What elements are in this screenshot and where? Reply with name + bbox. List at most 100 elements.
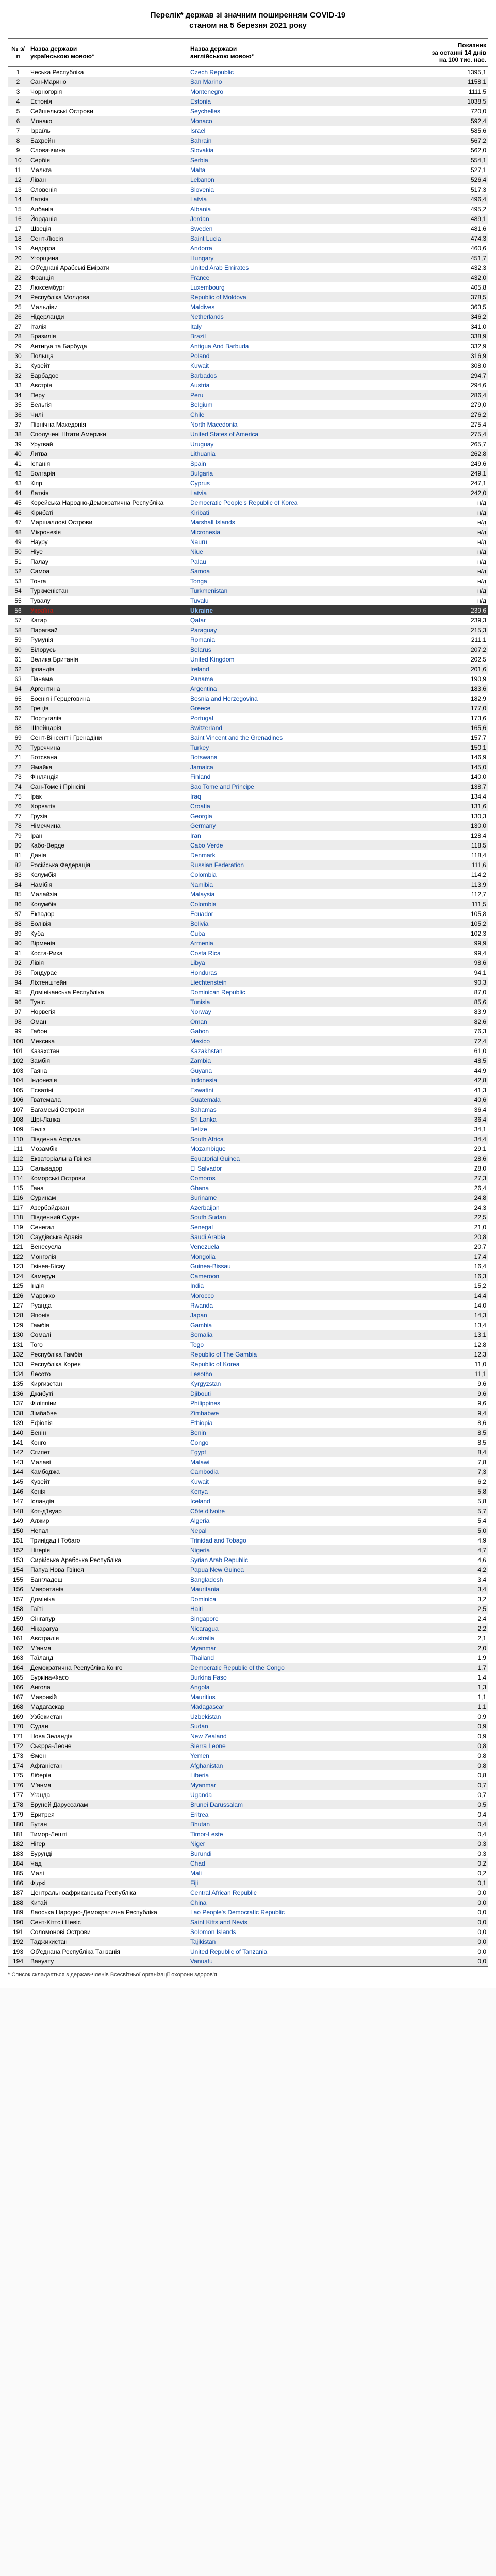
row-ukr: Маврикій (28, 1692, 188, 1702)
row-val: 0,8 (348, 1770, 488, 1780)
row-num: 145 (8, 1477, 28, 1486)
row-ukr: Мозамбік (28, 1144, 188, 1154)
table-row: 170СуданSudan0,9 (8, 1721, 488, 1731)
row-eng: Mauritania (188, 1584, 348, 1594)
table-row: 74Сан-Томе і ПрінсіпіSao Tome and Princi… (8, 782, 488, 791)
row-eng: Antigua And Barbuda (188, 341, 348, 351)
table-row: 15АлбаніяAlbania495,2 (8, 204, 488, 214)
table-row: 77ГрузіяGeorgia130,3 (8, 811, 488, 821)
row-val: 12,8 (348, 1340, 488, 1349)
row-val: 1,9 (348, 1653, 488, 1663)
covid-table: № з/п Назва державиукраїнською мовою* На… (8, 38, 488, 1967)
row-ukr: Судан (28, 1721, 188, 1731)
row-val: 2,4 (348, 1614, 488, 1623)
row-num: 56 (8, 605, 28, 615)
row-eng: Albania (188, 204, 348, 214)
row-val: 99,4 (348, 948, 488, 958)
row-eng: Iceland (188, 1496, 348, 1506)
row-ukr: Катар (28, 615, 188, 625)
row-val: 346,2 (348, 312, 488, 321)
row-num: 139 (8, 1418, 28, 1428)
table-row: 64АргентинаArgentina183,6 (8, 684, 488, 693)
row-eng: Malta (188, 165, 348, 175)
table-row: 75ІракIraq134,4 (8, 791, 488, 801)
table-row: 119СенегалSenegal21,0 (8, 1222, 488, 1232)
row-num: 83 (8, 870, 28, 879)
table-row: 2Сан-МариноSan Marino1158,1 (8, 77, 488, 87)
table-row: 163ТаїландThailand1,9 (8, 1653, 488, 1663)
row-num: 9 (8, 145, 28, 155)
row-num: 36 (8, 410, 28, 419)
table-row: 152НігеріяNigeria4,7 (8, 1545, 488, 1555)
row-eng: United Arab Emirates (188, 263, 348, 273)
table-row: 132Республіка ГамбіяRepublic of The Gamb… (8, 1349, 488, 1359)
row-val: 5,7 (348, 1506, 488, 1516)
table-row: 1Чеська РеспублікаCzech Republic1395,1 (8, 67, 488, 77)
row-eng: Burkina Faso (188, 1672, 348, 1682)
row-val: 207,2 (348, 645, 488, 654)
row-val: 567,2 (348, 135, 488, 145)
row-eng: Guinea-Bissau (188, 1261, 348, 1271)
table-row: 104ІндонезіяIndonesia42,8 (8, 1075, 488, 1085)
row-eng: Marshall Islands (188, 517, 348, 527)
row-val: н/д (348, 537, 488, 547)
row-ukr: Центральноафриканська Республіка (28, 1888, 188, 1897)
row-num: 181 (8, 1829, 28, 1839)
row-num: 144 (8, 1467, 28, 1477)
row-val: 202,5 (348, 654, 488, 664)
row-val: 249,1 (348, 468, 488, 478)
row-num: 99 (8, 1026, 28, 1036)
row-num: 29 (8, 341, 28, 351)
row-val: 432,3 (348, 263, 488, 273)
row-val: 0,1 (348, 1878, 488, 1888)
row-num: 184 (8, 1858, 28, 1868)
row-num: 2 (8, 77, 28, 87)
table-row: 107Багамські ОстровиBahamas36,4 (8, 1105, 488, 1114)
row-val: н/д (348, 498, 488, 507)
row-ukr: Гана (28, 1183, 188, 1193)
row-eng: Tunisia (188, 997, 348, 1007)
row-num: 40 (8, 449, 28, 459)
row-eng: Indonesia (188, 1075, 348, 1085)
table-row: 157ДомінікаDominica3,2 (8, 1594, 488, 1604)
row-eng: Equatorial Guinea (188, 1154, 348, 1163)
row-num: 164 (8, 1663, 28, 1672)
table-row: 184ЧадChad0,2 (8, 1858, 488, 1868)
row-num: 59 (8, 635, 28, 645)
row-eng: Sudan (188, 1721, 348, 1731)
row-num: 91 (8, 948, 28, 958)
row-eng: Greece (188, 703, 348, 713)
row-ukr: Велика Британія (28, 654, 188, 664)
row-ukr: Швеція (28, 224, 188, 233)
row-eng: Egypt (188, 1447, 348, 1457)
table-row: 72ЯмайкаJamaica145,0 (8, 762, 488, 772)
row-num: 33 (8, 380, 28, 390)
row-val: 140,0 (348, 772, 488, 782)
row-ukr: Парагвай (28, 625, 188, 635)
row-num: 162 (8, 1643, 28, 1653)
table-row: 168МадагаскарMadagascar1,1 (8, 1702, 488, 1711)
row-val: 0,0 (348, 1937, 488, 1946)
row-eng: North Macedonia (188, 419, 348, 429)
row-ukr: Таїланд (28, 1653, 188, 1663)
row-eng: Saudi Arabia (188, 1232, 348, 1242)
row-eng: Djibouti (188, 1388, 348, 1398)
row-eng: Poland (188, 351, 348, 361)
row-val: 275,4 (348, 429, 488, 439)
row-eng: Kiribati (188, 507, 348, 517)
row-num: 161 (8, 1633, 28, 1643)
row-num: 182 (8, 1839, 28, 1849)
row-num: 166 (8, 1682, 28, 1692)
row-num: 112 (8, 1154, 28, 1163)
table-row: 151Тринідад і ТобагоTrinidad and Tobago4… (8, 1535, 488, 1545)
table-row: 43КіпрCyprus247,1 (8, 478, 488, 488)
row-eng: Belize (188, 1124, 348, 1134)
table-row: 169УзбекистанUzbekistan0,9 (8, 1711, 488, 1721)
row-eng: Kyrgyzstan (188, 1379, 348, 1388)
row-val: 17,4 (348, 1251, 488, 1261)
row-ukr: Бурунді (28, 1849, 188, 1858)
row-ukr: Сейшельські Острови (28, 106, 188, 116)
table-row: 100МексикаMexico72,4 (8, 1036, 488, 1046)
row-num: 95 (8, 987, 28, 997)
table-row: 175ЛіберіяLiberia0,8 (8, 1770, 488, 1780)
